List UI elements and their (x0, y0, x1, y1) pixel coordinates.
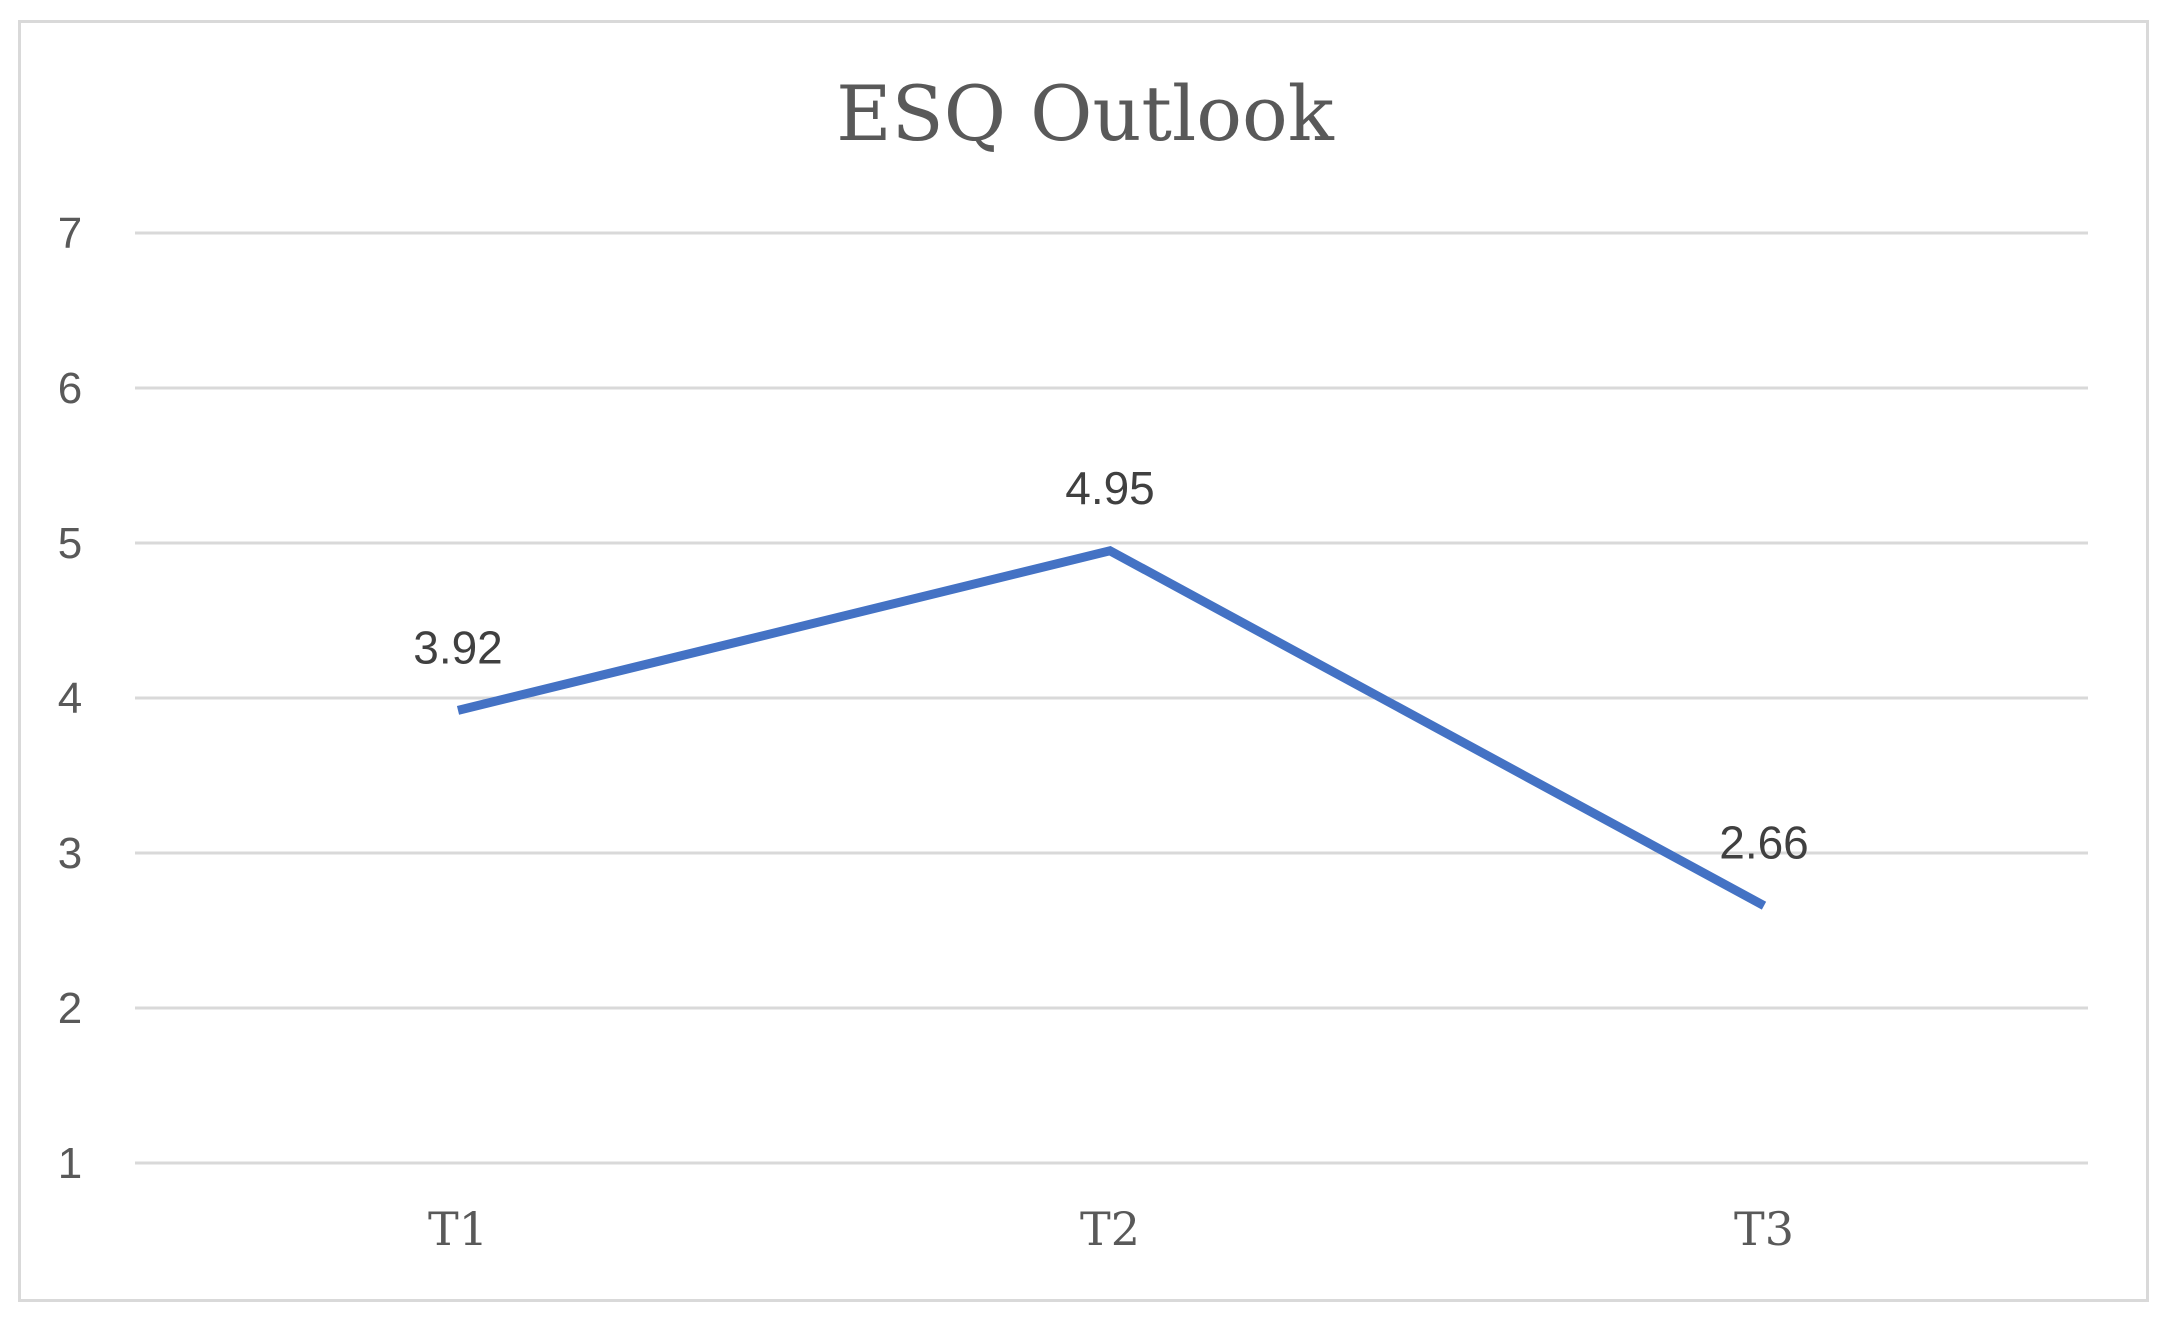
x-tick-label: T2 (1080, 1202, 1140, 1256)
y-tick-label: 1 (58, 1139, 82, 1188)
y-axis-tick-labels: 1 2 3 4 5 6 7 (58, 209, 82, 1188)
series-line (456, 545, 1767, 910)
data-label: 2.66 (1719, 817, 1809, 869)
y-tick-label: 2 (58, 984, 82, 1033)
y-tick-label: 4 (58, 674, 82, 723)
x-axis-tick-labels: T1 T2 T3 (428, 1202, 1794, 1256)
y-tick-label: 7 (58, 209, 82, 258)
x-tick-label: T3 (1734, 1202, 1794, 1256)
y-tick-label: 5 (58, 519, 82, 568)
data-labels: 3.92 4.95 2.66 (413, 462, 1809, 869)
series-lines (456, 545, 1767, 910)
chart-title: ESQ Outlook (836, 69, 1335, 158)
data-label: 3.92 (413, 621, 503, 673)
gridlines (135, 231, 2088, 1165)
y-tick-label: 6 (58, 364, 82, 413)
data-label: 4.95 (1065, 462, 1155, 514)
x-tick-label: T1 (428, 1202, 488, 1256)
y-tick-label: 3 (58, 829, 82, 878)
